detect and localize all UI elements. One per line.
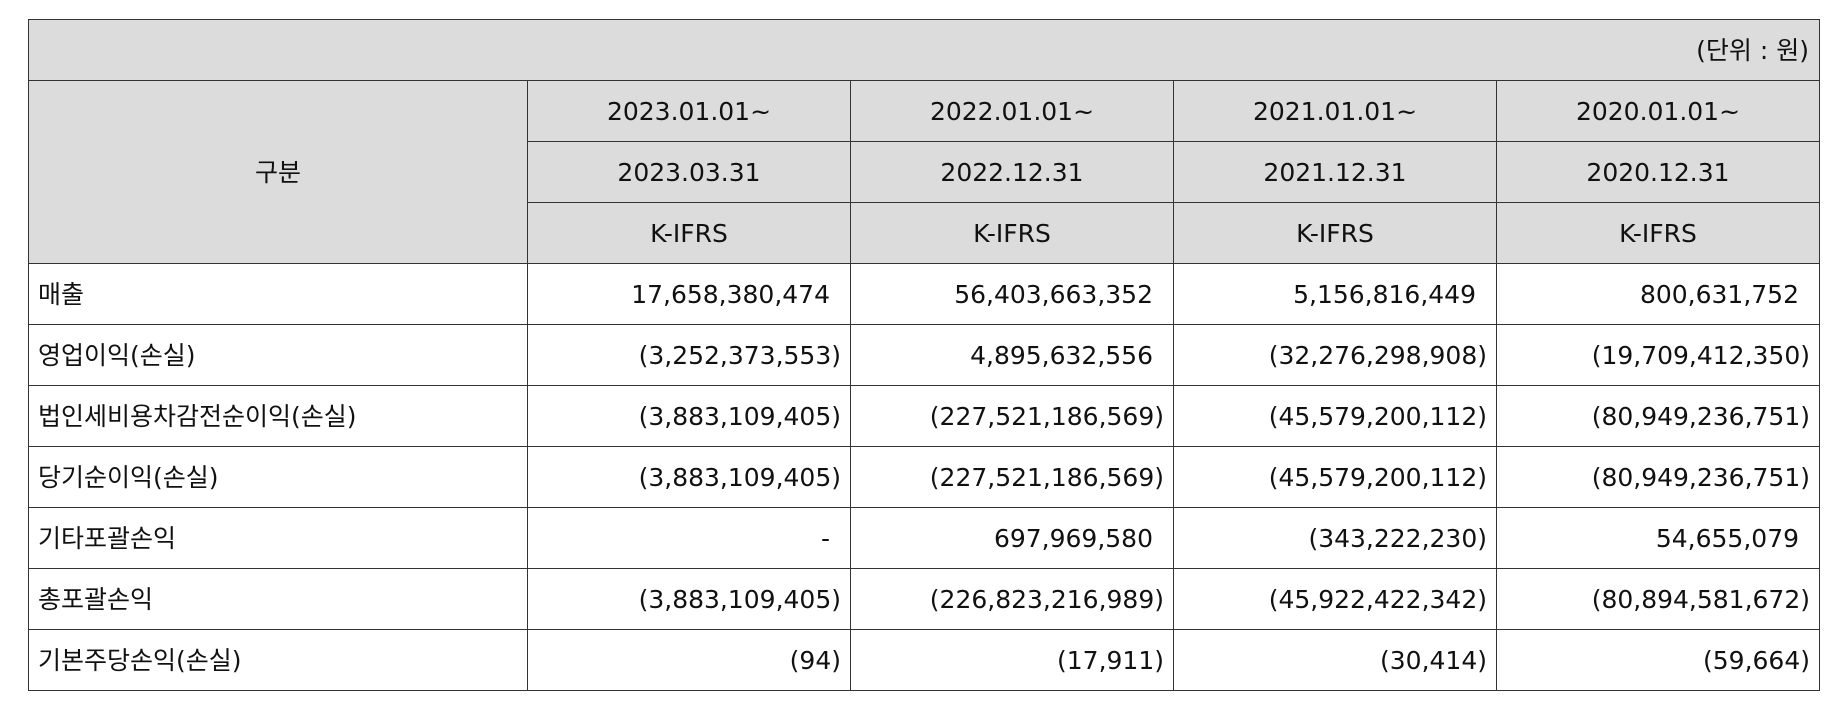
value-cell: (3,883,109,405) [527, 385, 851, 447]
table-row: 영업이익(손실) (3,252,373,553) 4,895,632,556 (… [28, 324, 1820, 386]
standard-2022: K-IFRS [850, 202, 1174, 264]
row-label: 기타포괄손익 [28, 507, 528, 569]
value-cell: (227,521,186,569) [850, 385, 1174, 447]
value-cell: (30,414) [1173, 629, 1497, 691]
period-start-2022: 2022.01.01~ [850, 80, 1174, 142]
value-cell: 17,658,380,474 [527, 263, 851, 325]
standard-2020: K-IFRS [1496, 202, 1820, 264]
value-cell: (80,894,581,672) [1496, 568, 1820, 630]
category-header: 구분 [28, 80, 528, 264]
row-label: 기본주당손익(손실) [28, 629, 528, 691]
value-cell: (32,276,298,908) [1173, 324, 1497, 386]
value-cell: (3,252,373,553) [527, 324, 851, 386]
row-label: 영업이익(손실) [28, 324, 528, 386]
table-row: 기본주당손익(손실) (94) (17,911) (30,414) (59,66… [28, 629, 1820, 691]
table-row: 기타포괄손익 - 697,969,580 (343,222,230) 54,65… [28, 507, 1820, 569]
value-cell: 800,631,752 [1496, 263, 1820, 325]
value-cell: 4,895,632,556 [850, 324, 1174, 386]
value-cell: (3,883,109,405) [527, 446, 851, 508]
value-cell: (227,521,186,569) [850, 446, 1174, 508]
value-cell: 5,156,816,449 [1173, 263, 1497, 325]
value-cell: (94) [527, 629, 851, 691]
financial-summary-table: (단위 : 원) 구분 2023.01.01~ 2022.01.01~ 2021… [28, 19, 1820, 691]
value-cell: (343,222,230) [1173, 507, 1497, 569]
header-row-period-end: 2023.03.31 2022.12.31 2021.12.31 2020.12… [29, 141, 1820, 203]
period-start-2023: 2023.01.01~ [527, 80, 851, 142]
value-cell: (3,883,109,405) [527, 568, 851, 630]
period-end-2022: 2022.12.31 [850, 141, 1174, 203]
value-cell: (80,949,236,751) [1496, 446, 1820, 508]
header-row-standard: K-IFRS K-IFRS K-IFRS K-IFRS [29, 202, 1820, 264]
period-end-2023: 2023.03.31 [527, 141, 851, 203]
value-cell: (59,664) [1496, 629, 1820, 691]
table-row: 매출 17,658,380,474 56,403,663,352 5,156,8… [28, 263, 1820, 325]
value-cell: 56,403,663,352 [850, 263, 1174, 325]
header-row-period-start: 구분 2023.01.01~ 2022.01.01~ 2021.01.01~ 2… [28, 80, 1820, 264]
value-cell: (45,579,200,112) [1173, 385, 1497, 447]
row-label: 당기순이익(손실) [28, 446, 528, 508]
period-end-2020: 2020.12.31 [1496, 141, 1820, 203]
value-cell: (17,911) [850, 629, 1174, 691]
standard-2021: K-IFRS [1173, 202, 1497, 264]
value-cell: 697,969,580 [850, 507, 1174, 569]
table-row: 당기순이익(손실) (3,883,109,405) (227,521,186,5… [28, 446, 1820, 508]
value-cell: - [527, 507, 851, 569]
standard-2023: K-IFRS [527, 202, 851, 264]
row-label: 매출 [28, 263, 528, 325]
period-start-2021: 2021.01.01~ [1173, 80, 1497, 142]
table-row: 총포괄손익 (3,883,109,405) (226,823,216,989) … [28, 568, 1820, 630]
table-row: 법인세비용차감전순이익(손실) (3,883,109,405) (227,521… [28, 385, 1820, 447]
value-cell: 54,655,079 [1496, 507, 1820, 569]
value-cell: (19,709,412,350) [1496, 324, 1820, 386]
period-start-2020: 2020.01.01~ [1496, 80, 1820, 142]
period-end-2021: 2021.12.31 [1173, 141, 1497, 203]
value-cell: (226,823,216,989) [850, 568, 1174, 630]
value-cell: (80,949,236,751) [1496, 385, 1820, 447]
value-cell: (45,579,200,112) [1173, 446, 1497, 508]
unit-row: (단위 : 원) [28, 19, 1820, 81]
unit-note: (단위 : 원) [28, 19, 1820, 81]
row-label: 총포괄손익 [28, 568, 528, 630]
row-label: 법인세비용차감전순이익(손실) [28, 385, 528, 447]
value-cell: (45,922,422,342) [1173, 568, 1497, 630]
